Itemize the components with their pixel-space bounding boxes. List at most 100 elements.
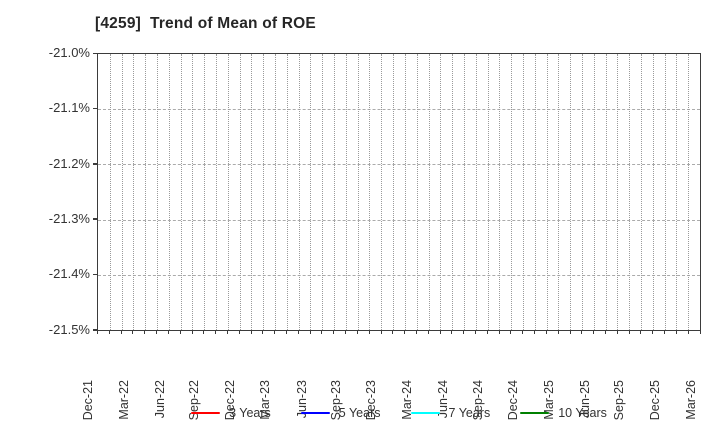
x-tick-mark [427,331,429,334]
gridline-vertical [581,54,583,330]
gridline-vertical [275,54,277,330]
x-tick-mark [286,331,288,334]
gridline-vertical [357,54,359,330]
gridline-horizontal [98,109,700,111]
x-tick-label: Jun-23 [294,380,309,419]
x-tick-mark [120,331,122,334]
x-tick-mark [664,331,666,334]
gridline-vertical [499,54,501,330]
gridline-vertical [452,54,454,330]
gridline-vertical [227,54,229,330]
x-tick-mark [534,331,536,334]
gridline-vertical [298,54,300,330]
legend-line-3-years [191,411,221,415]
legend-label-10-years: 10 Years [558,406,607,420]
y-tick-mark [93,218,97,220]
chart-title: [4259] Trend of Mean of ROE [95,15,316,32]
y-tick-label: -21.5% [48,321,90,337]
x-tick-mark [593,331,595,334]
x-tick-mark [652,331,654,334]
x-tick-mark [415,331,417,334]
x-tick-label: Jun-25 [578,380,593,419]
gridline-vertical [369,54,371,330]
x-tick-mark [545,331,547,334]
x-tick-label: Sep-25 [612,380,627,421]
gridline-vertical [168,54,170,330]
y-tick-mark [93,52,97,54]
x-tick-mark [179,331,181,334]
gridline-vertical [334,54,336,330]
grid-layer [98,54,700,330]
x-tick-label: Dec-24 [506,380,521,421]
gridline-vertical [428,54,430,330]
gridline-vertical [381,54,383,330]
x-tick-mark [238,331,240,334]
x-tick-mark [486,331,488,334]
x-tick-mark [368,331,370,334]
gridline-horizontal [98,219,700,221]
x-tick-mark [356,331,358,334]
gridline-vertical [534,54,536,330]
gridline-vertical [629,54,631,330]
gridline-vertical [640,54,642,330]
gridline-vertical [487,54,489,330]
y-tick-label: -21.2% [48,155,90,171]
legend-line-5-years [300,411,330,415]
x-tick-mark [333,331,335,334]
x-tick-mark [569,331,571,334]
x-tick-mark [404,331,406,334]
gridline-vertical [133,54,135,330]
legend-label-7-years: 7 Years [448,406,491,420]
x-tick-mark [439,331,441,334]
x-tick-mark [345,331,347,334]
x-tick-label: Dec-23 [364,380,379,421]
legend-item-3-years: 3 Years [191,406,271,420]
gridline-vertical [204,54,206,330]
gridline-vertical [404,54,406,330]
y-tick-mark [93,107,97,110]
x-tick-label: Mar-24 [400,380,415,420]
gridline-vertical [157,54,159,330]
gridline-vertical [216,54,218,330]
gridline-vertical [145,54,147,330]
gridline-vertical [286,54,288,330]
x-tick-mark [226,331,228,334]
gridline-vertical [322,54,324,330]
x-tick-mark [463,331,465,334]
gridline-vertical [676,54,678,330]
gridline-vertical [558,54,560,330]
x-tick-mark [309,331,311,334]
x-tick-mark [215,331,217,334]
gridline-vertical [605,54,607,330]
y-tick-label: -21.4% [48,266,90,282]
x-tick-mark [675,331,677,334]
gridline-vertical [463,54,465,330]
gridline-vertical [239,54,241,330]
y-tick-mark [93,163,97,165]
x-tick-label: Dec-21 [80,380,95,421]
gridline-vertical [180,54,182,330]
x-tick-label: Mar-23 [258,380,273,420]
x-tick-label: Dec-22 [222,380,237,421]
x-tick-label: Mar-25 [541,380,556,420]
x-tick-mark [108,331,110,334]
gridline-vertical [511,54,513,330]
x-tick-label: Sep-23 [328,380,343,421]
gridline-horizontal [98,164,700,166]
gridline-horizontal [98,274,700,276]
gridline-vertical [263,54,265,330]
x-tick-mark [274,331,276,334]
x-tick-mark [250,331,252,334]
gridline-vertical [652,54,654,330]
x-tick-mark [628,331,630,334]
x-tick-mark [640,331,642,334]
gridline-vertical [570,54,572,330]
legend-item-5-years: 5 Years [300,406,381,420]
x-tick-label: Dec-25 [647,380,662,421]
x-tick-mark [604,331,606,334]
legend-line-7-years [410,411,440,415]
x-tick-mark [522,331,524,334]
gridline-vertical [664,54,666,330]
gridline-vertical [192,54,194,330]
